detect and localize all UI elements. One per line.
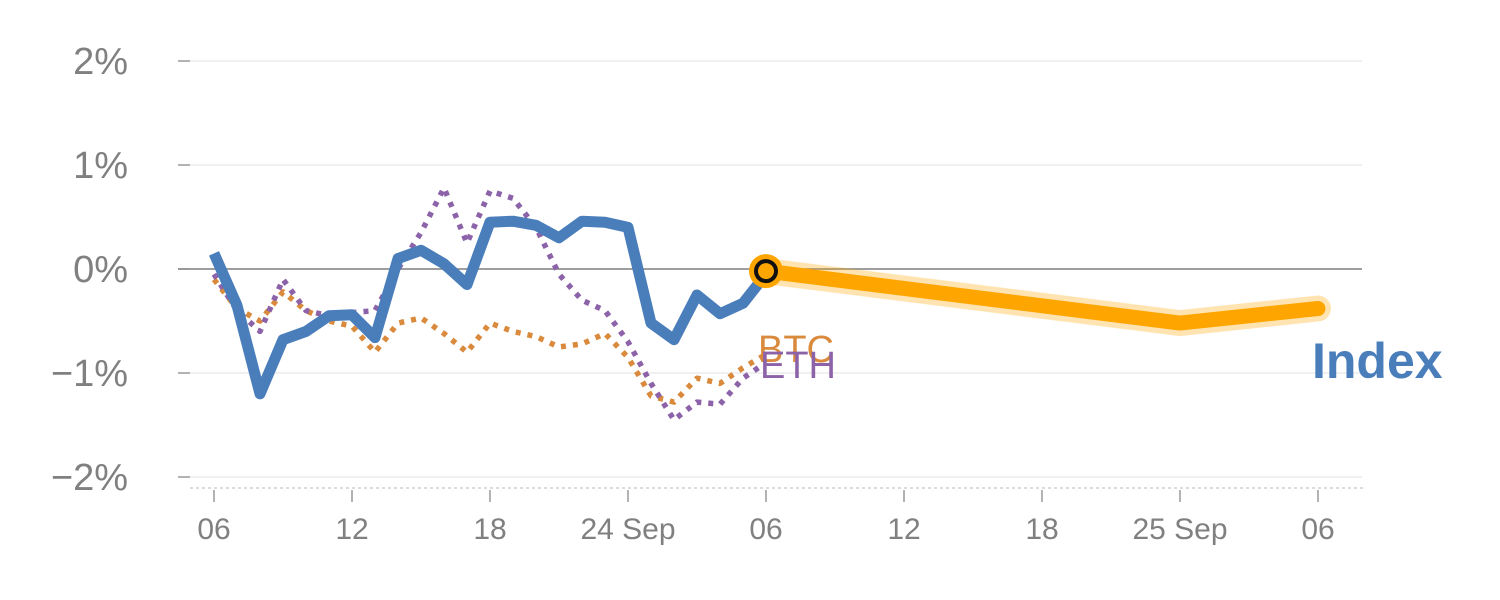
y-tick-label: −1% [51,353,128,395]
x-tick-label: 06 [197,513,230,546]
x-tick-label: 06 [749,513,782,546]
series-layer [208,185,1331,423]
series-labels: BTC ETH Index [758,329,1443,389]
eth-label: ETH [760,345,836,387]
x-axis-ticks: 06 12 18 24 Sep 06 12 18 25 Sep 06 [197,490,1335,546]
btc-label: BTC [758,329,834,371]
eth-line [211,185,768,423]
x-tick-label: 12 [887,513,920,546]
index-label: Index [1312,333,1443,389]
y-tick-label: 2% [73,41,128,83]
gridlines [190,60,1362,478]
x-tick-label: 18 [473,513,506,546]
btc-line [211,277,768,405]
y-axis-ticks: 2% 1% 0% −1% −2% [51,41,190,499]
x-tick-label: 12 [335,513,368,546]
x-tick-label: 18 [1025,513,1058,546]
forecast-line [758,263,1326,331]
x-tick-label: 24 Sep [580,513,675,546]
marker-layer [749,254,783,289]
y-tick-label: −2% [51,457,128,499]
y-tick-label: 1% [73,145,128,187]
current-point-ring [754,259,778,284]
current-point-marker [749,254,783,289]
index-line [208,215,771,400]
y-tick-label: 0% [73,249,128,291]
x-tick-label: 25 Sep [1132,513,1227,546]
x-tick-label: 06 [1301,513,1334,546]
